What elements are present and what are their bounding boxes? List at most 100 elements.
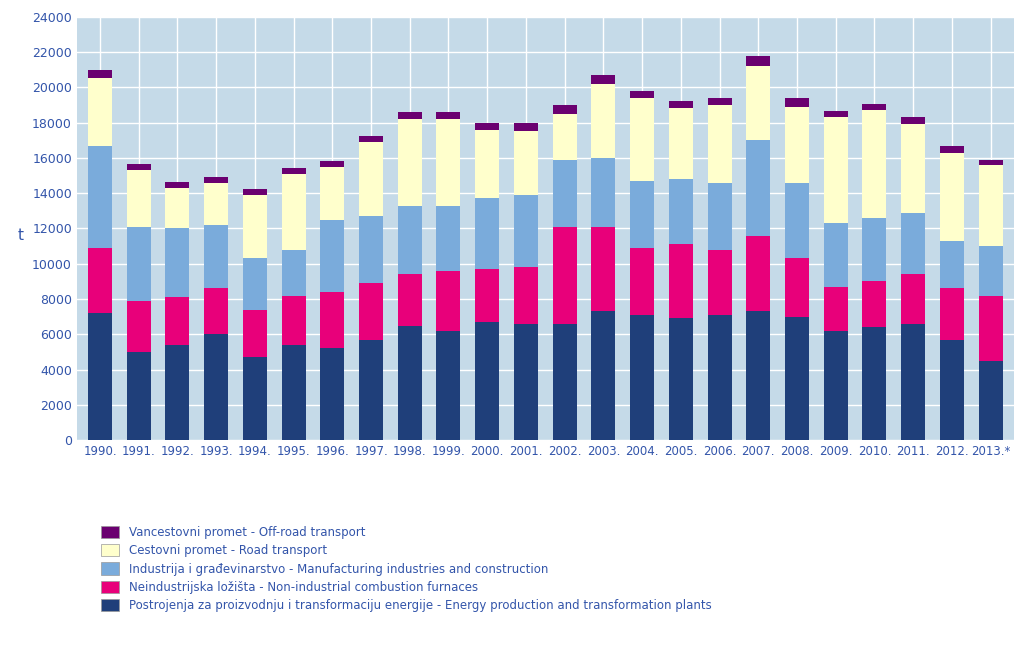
Bar: [862, 104, 887, 110]
Bar: [979, 165, 1002, 246]
Bar: [166, 297, 189, 345]
Bar: [669, 109, 693, 179]
Bar: [591, 227, 615, 311]
Bar: [553, 323, 577, 440]
Bar: [940, 288, 964, 340]
Bar: [204, 183, 228, 225]
Bar: [553, 114, 577, 159]
Bar: [321, 167, 344, 219]
Bar: [166, 345, 189, 440]
Bar: [746, 311, 770, 440]
Bar: [553, 227, 577, 323]
Bar: [127, 301, 151, 352]
Bar: [630, 91, 654, 98]
Bar: [630, 181, 654, 248]
Bar: [979, 361, 1002, 440]
Bar: [591, 311, 615, 440]
Bar: [204, 288, 228, 334]
Bar: [708, 98, 731, 105]
Bar: [436, 112, 461, 119]
Bar: [127, 170, 151, 227]
Bar: [475, 199, 500, 269]
Bar: [785, 183, 809, 258]
Bar: [669, 101, 693, 109]
Bar: [359, 142, 383, 216]
Bar: [823, 117, 848, 223]
Bar: [88, 69, 112, 79]
Bar: [166, 188, 189, 229]
Bar: [359, 216, 383, 283]
Bar: [321, 292, 344, 348]
Bar: [940, 146, 964, 153]
Bar: [514, 123, 538, 131]
Bar: [669, 179, 693, 244]
Bar: [514, 323, 538, 440]
Bar: [979, 295, 1002, 361]
Bar: [282, 167, 305, 173]
Bar: [823, 223, 848, 287]
Bar: [708, 249, 731, 315]
Bar: [901, 274, 925, 323]
Bar: [940, 241, 964, 288]
Bar: [88, 79, 112, 145]
Bar: [321, 219, 344, 292]
Bar: [708, 315, 731, 440]
Bar: [88, 313, 112, 440]
Bar: [204, 225, 228, 288]
Bar: [321, 348, 344, 440]
Bar: [979, 246, 1002, 295]
Bar: [127, 164, 151, 170]
Bar: [940, 340, 964, 440]
Bar: [553, 105, 577, 114]
Bar: [901, 124, 925, 213]
Bar: [127, 352, 151, 440]
Bar: [901, 213, 925, 274]
Bar: [862, 327, 887, 440]
Bar: [397, 112, 422, 119]
Bar: [282, 249, 305, 295]
Bar: [940, 153, 964, 241]
Bar: [669, 318, 693, 440]
Bar: [746, 57, 770, 66]
Bar: [88, 248, 112, 313]
Bar: [127, 227, 151, 301]
Bar: [475, 123, 500, 129]
Bar: [397, 325, 422, 440]
Bar: [785, 258, 809, 317]
Bar: [591, 84, 615, 158]
Bar: [862, 281, 887, 327]
Bar: [823, 287, 848, 331]
Bar: [243, 309, 267, 358]
Bar: [553, 159, 577, 227]
Bar: [436, 119, 461, 205]
Bar: [282, 295, 305, 345]
Bar: [630, 248, 654, 315]
Bar: [359, 283, 383, 340]
Bar: [166, 229, 189, 297]
Bar: [514, 267, 538, 323]
Bar: [166, 181, 189, 188]
Bar: [746, 140, 770, 235]
Bar: [436, 271, 461, 331]
Bar: [359, 136, 383, 142]
Bar: [901, 117, 925, 124]
Bar: [204, 177, 228, 183]
Bar: [397, 119, 422, 205]
Bar: [669, 244, 693, 318]
Y-axis label: t: t: [18, 229, 24, 243]
Bar: [591, 158, 615, 227]
Bar: [475, 269, 500, 322]
Bar: [436, 205, 461, 271]
Bar: [746, 66, 770, 140]
Bar: [862, 218, 887, 281]
Bar: [243, 258, 267, 309]
Bar: [282, 173, 305, 249]
Bar: [785, 317, 809, 440]
Bar: [785, 107, 809, 183]
Bar: [862, 110, 887, 218]
Bar: [823, 331, 848, 440]
Bar: [746, 235, 770, 311]
Bar: [630, 315, 654, 440]
Bar: [243, 195, 267, 258]
Bar: [397, 274, 422, 325]
